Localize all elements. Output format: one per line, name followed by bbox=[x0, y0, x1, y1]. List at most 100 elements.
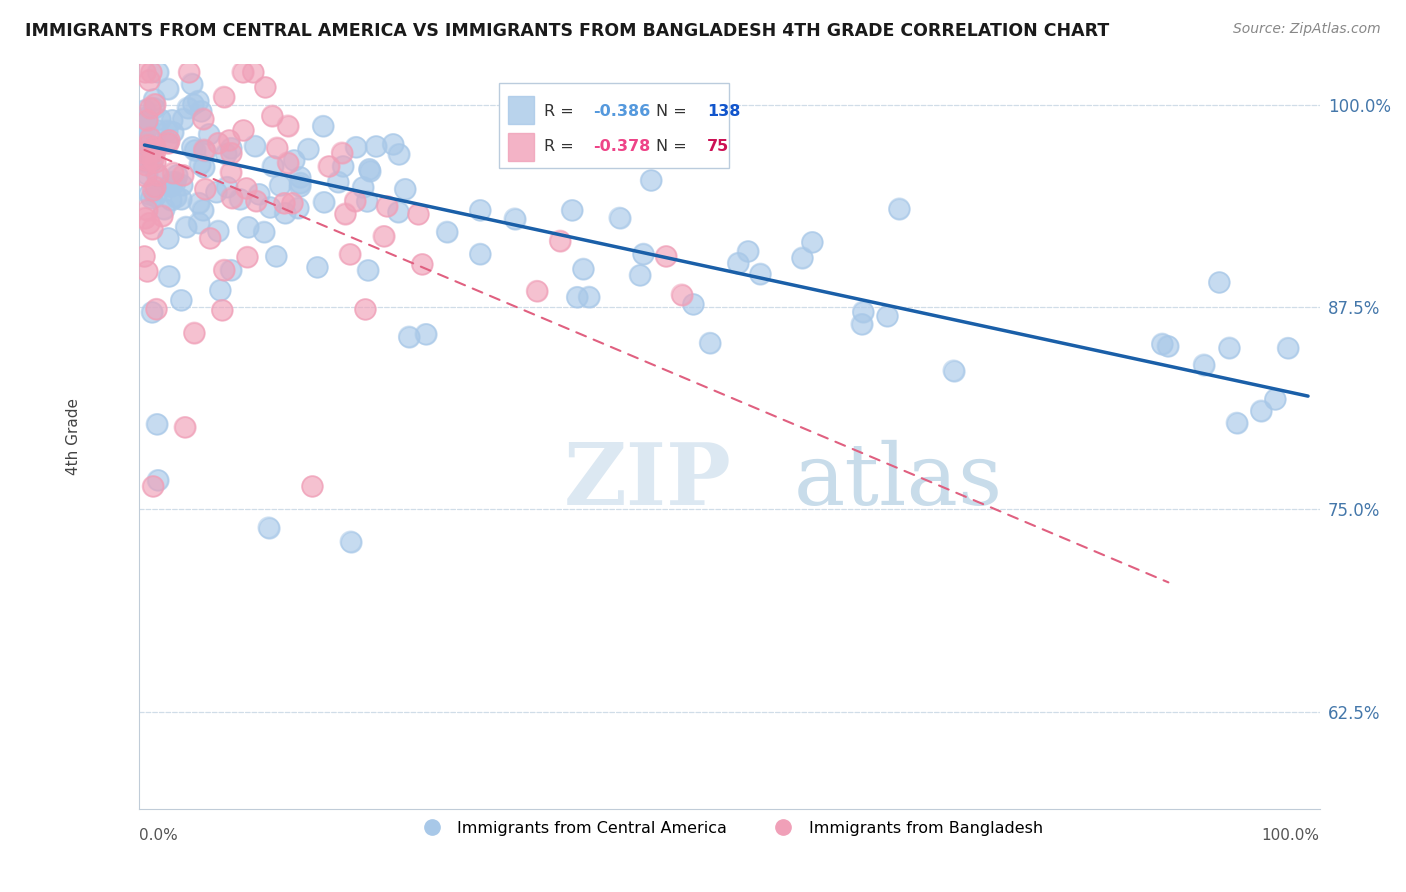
Point bbox=[157, 133, 180, 147]
Point bbox=[1264, 392, 1286, 407]
Point bbox=[190, 104, 212, 119]
Point bbox=[942, 363, 965, 377]
Point bbox=[262, 109, 284, 123]
Point bbox=[526, 284, 548, 298]
Point bbox=[136, 264, 159, 278]
Point bbox=[356, 194, 378, 209]
Point bbox=[198, 127, 221, 141]
Point bbox=[162, 166, 184, 180]
Point bbox=[364, 139, 387, 153]
Point bbox=[561, 203, 583, 218]
Point bbox=[141, 190, 163, 204]
Point bbox=[1192, 358, 1215, 372]
Point bbox=[139, 101, 162, 115]
Point bbox=[146, 169, 169, 183]
Point bbox=[219, 165, 242, 179]
Point bbox=[1192, 358, 1215, 372]
Point bbox=[344, 140, 367, 154]
Point bbox=[157, 231, 180, 245]
Point bbox=[326, 175, 349, 189]
Point bbox=[156, 81, 179, 95]
Point bbox=[548, 234, 571, 248]
Point bbox=[160, 178, 183, 193]
Point bbox=[139, 130, 162, 145]
Point bbox=[135, 153, 157, 167]
Point bbox=[682, 297, 704, 311]
Point bbox=[135, 114, 157, 128]
Point bbox=[134, 151, 156, 165]
Point bbox=[281, 196, 304, 211]
Point bbox=[242, 65, 264, 79]
Point bbox=[143, 140, 166, 154]
Point bbox=[180, 77, 202, 91]
Point bbox=[876, 309, 898, 323]
Point bbox=[269, 178, 291, 193]
Point bbox=[942, 363, 965, 377]
Point bbox=[415, 327, 437, 342]
Point bbox=[609, 211, 631, 225]
Point bbox=[307, 260, 329, 275]
Point bbox=[193, 143, 215, 157]
Point bbox=[172, 168, 194, 182]
Point bbox=[1218, 341, 1240, 355]
Point bbox=[628, 268, 651, 283]
Point bbox=[219, 165, 242, 179]
Point bbox=[166, 168, 188, 182]
Point bbox=[138, 216, 160, 230]
Point bbox=[572, 261, 595, 276]
Point bbox=[253, 225, 276, 239]
Point bbox=[183, 97, 205, 112]
Point bbox=[749, 267, 772, 281]
Point bbox=[889, 202, 911, 216]
Point bbox=[141, 190, 163, 204]
Point bbox=[165, 189, 187, 203]
Point bbox=[339, 534, 361, 549]
Point bbox=[138, 187, 160, 202]
Point bbox=[301, 479, 323, 493]
Point bbox=[219, 146, 242, 161]
Point bbox=[193, 160, 215, 174]
Point bbox=[134, 131, 156, 145]
FancyBboxPatch shape bbox=[499, 83, 730, 169]
Point bbox=[142, 101, 165, 115]
Point bbox=[266, 140, 288, 154]
Point bbox=[166, 168, 188, 182]
Point bbox=[218, 133, 240, 147]
Point bbox=[159, 193, 181, 207]
Point bbox=[219, 141, 242, 155]
Point bbox=[157, 269, 180, 284]
Point bbox=[134, 211, 156, 225]
Point bbox=[283, 153, 305, 168]
Point bbox=[259, 201, 281, 215]
Point bbox=[149, 112, 172, 127]
Point bbox=[134, 169, 156, 183]
Point bbox=[1277, 341, 1299, 355]
Point bbox=[187, 94, 209, 108]
Point bbox=[135, 134, 157, 148]
Point bbox=[737, 244, 759, 259]
Point bbox=[228, 192, 250, 206]
Point bbox=[287, 201, 309, 215]
Point bbox=[162, 166, 184, 180]
Point bbox=[142, 92, 165, 106]
Point bbox=[852, 304, 875, 318]
Point bbox=[146, 65, 169, 79]
Point bbox=[273, 196, 295, 211]
Point bbox=[436, 225, 458, 239]
Point bbox=[640, 173, 662, 187]
Text: 4th Grade: 4th Grade bbox=[66, 398, 82, 475]
Point bbox=[135, 117, 157, 131]
Point bbox=[262, 159, 284, 173]
Point bbox=[134, 151, 156, 165]
Point bbox=[176, 101, 198, 115]
Point bbox=[468, 247, 491, 261]
Point bbox=[145, 166, 167, 180]
Text: R =: R = bbox=[544, 138, 579, 153]
Point bbox=[281, 196, 304, 211]
Point bbox=[194, 144, 217, 158]
Point bbox=[548, 234, 571, 248]
Point bbox=[183, 144, 205, 158]
Point bbox=[359, 164, 381, 178]
Point bbox=[145, 123, 167, 137]
Text: 138: 138 bbox=[707, 103, 740, 119]
